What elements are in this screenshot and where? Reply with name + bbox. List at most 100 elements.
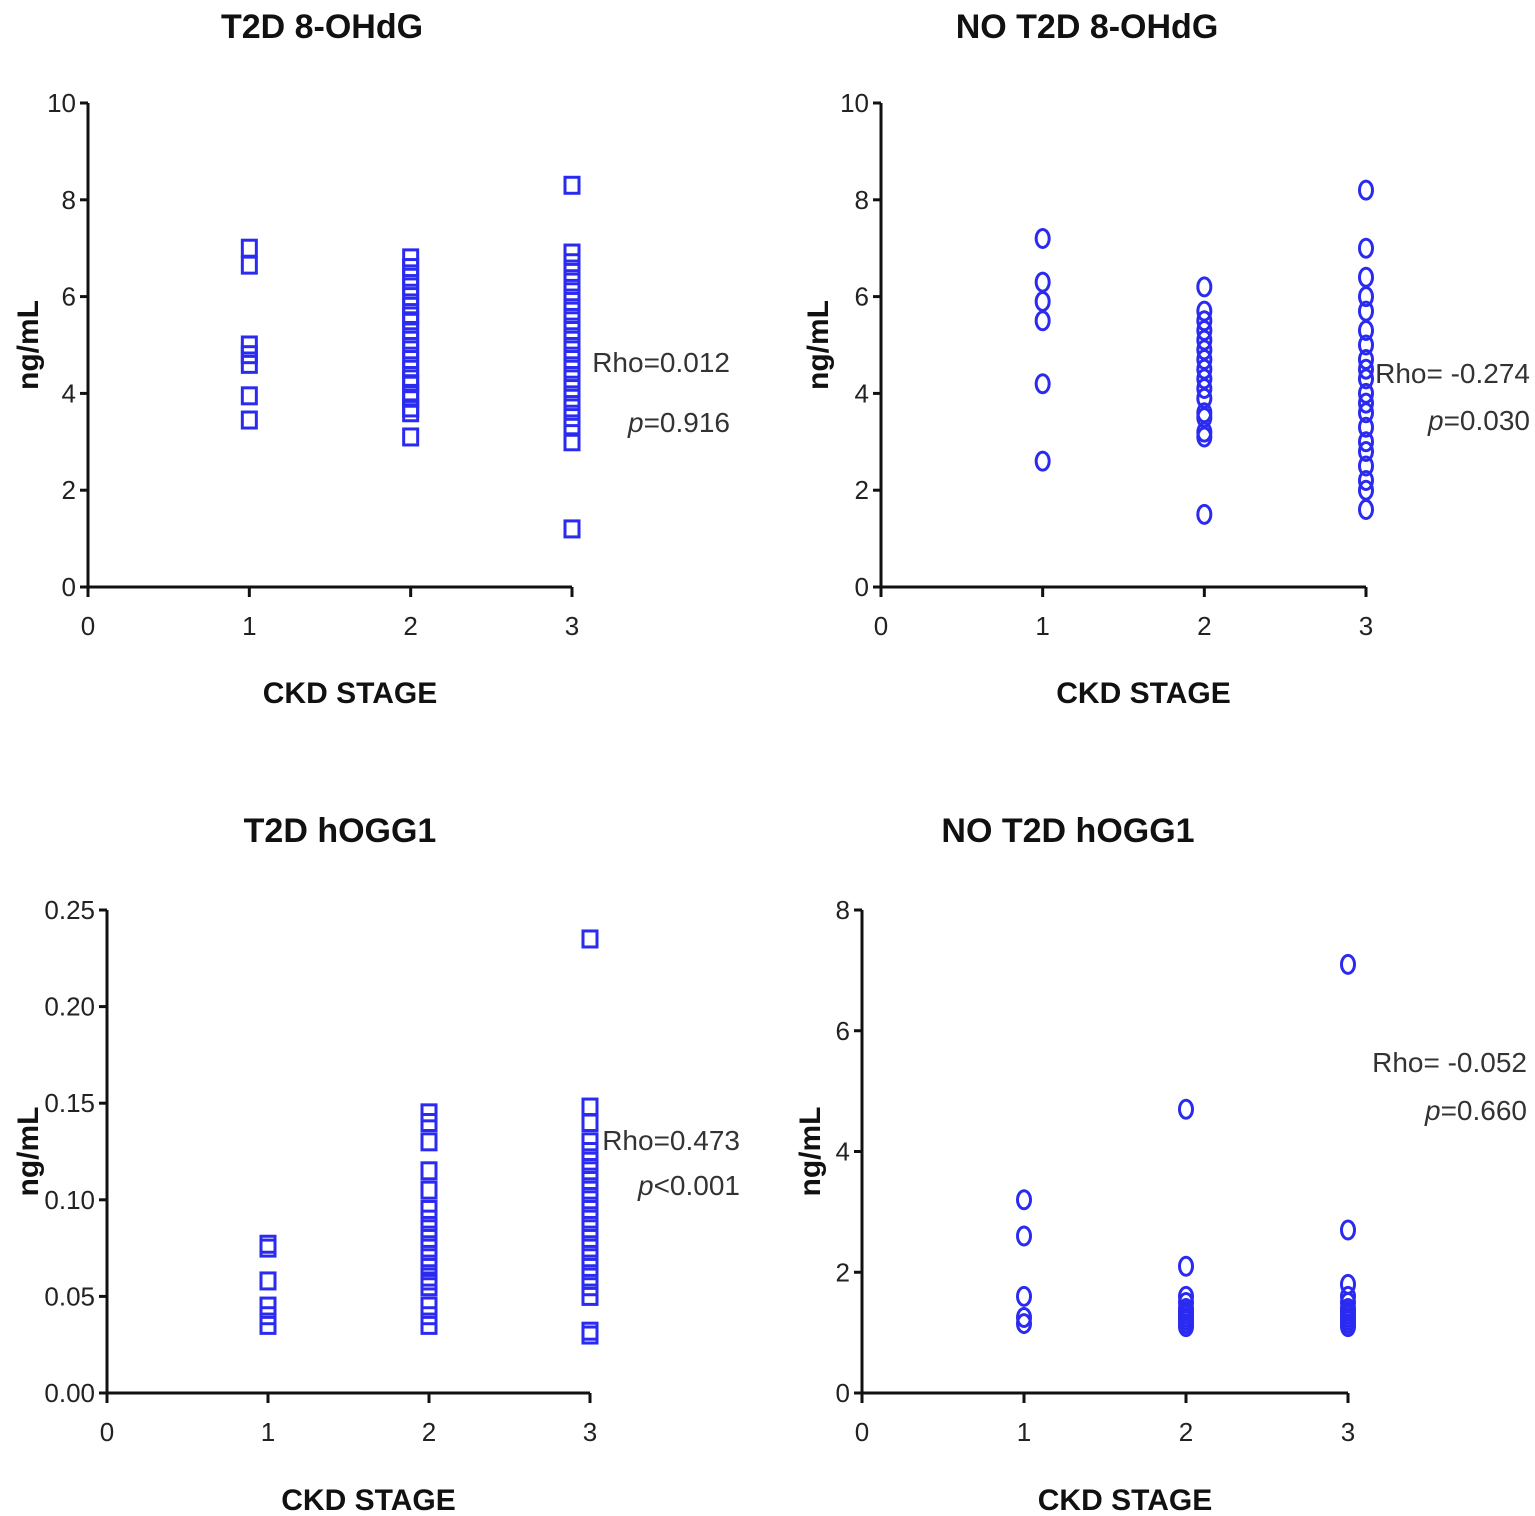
x-tick-label: 0 (100, 1417, 114, 1447)
x-tick-label: 3 (565, 611, 579, 641)
data-point (563, 359, 581, 379)
data-point (563, 291, 581, 311)
data-point (1016, 1189, 1032, 1211)
data-point (581, 1151, 599, 1171)
data-point (420, 1315, 438, 1335)
data-point (563, 519, 581, 539)
data-point (1358, 392, 1374, 414)
data-point (1034, 290, 1051, 312)
data-point (1340, 1316, 1356, 1338)
data-point (420, 1306, 438, 1326)
data-point (581, 1257, 599, 1277)
data-point (420, 1257, 438, 1277)
data-point (240, 238, 258, 258)
data-point (240, 255, 258, 275)
x-tick-label: 0 (855, 1417, 869, 1447)
data-point (1358, 334, 1374, 356)
x-tick-label: 1 (242, 611, 256, 641)
p-symbol: p (1427, 405, 1444, 436)
data-point (420, 1180, 438, 1200)
data-point (420, 1113, 438, 1133)
data-point (563, 350, 581, 370)
data-point (1340, 1219, 1356, 1241)
data-point (581, 1248, 599, 1268)
data-point (1358, 402, 1374, 424)
data-point (1358, 455, 1374, 477)
data-point (563, 272, 581, 292)
data-point (1358, 499, 1374, 521)
chart-panel-3: T2D hOGG1 CKD STAGE ng/mL 0.00 0.05 0.10 0.15 0… (12, 812, 740, 1516)
chart-title: NO T2D hOGG1 (941, 812, 1194, 850)
data-point (402, 258, 420, 278)
data-point (420, 1228, 438, 1248)
y-tick-label: 8 (855, 185, 869, 215)
chart-title: T2D hOGG1 (244, 812, 437, 850)
data-point (581, 929, 599, 949)
data-point (1358, 266, 1374, 288)
data-point (581, 1267, 599, 1287)
chart-panel-4: NO T2D hOGG1 CKD STAGE ng/mL 0 2 4 6 8 0 1 2 3 Rho= … (794, 812, 1527, 1516)
data-point (402, 320, 420, 340)
data-point (420, 1209, 438, 1229)
p-value: =0.030 (1444, 405, 1530, 436)
data-point (402, 287, 420, 307)
data-point (402, 350, 420, 370)
data-point (402, 311, 420, 331)
y-tick-label: 6 (62, 282, 76, 312)
data-point (1016, 1313, 1032, 1335)
x-tick-label: 0 (874, 611, 888, 641)
p-symbol: p (627, 407, 644, 438)
data-point (402, 330, 420, 350)
data-point (563, 432, 581, 452)
data-point (1178, 1098, 1194, 1120)
p-symbol: p (637, 1170, 654, 1201)
data-point (1034, 373, 1051, 395)
data-point (581, 1228, 599, 1248)
x-axis-label: CKD STAGE (263, 677, 437, 710)
data-point (240, 386, 258, 406)
rho-annotation: Rho=0.473 (602, 1125, 740, 1156)
y-axis-label: ng/mL (12, 1107, 45, 1197)
x-tick-label: 1 (261, 1417, 275, 1447)
p-value: =0.660 (1441, 1095, 1527, 1126)
chart-panel-2: NO T2D 8-OHdG CKD STAGE ng/mL 0 2 4 6 8 10 0 1 2 3 Rh… (802, 8, 1530, 710)
y-tick-label: 8 (836, 895, 850, 925)
data-point (563, 330, 581, 350)
x-tick-label: 2 (422, 1417, 436, 1447)
data-point (581, 1097, 599, 1117)
y-tick-label: 0.20 (44, 992, 95, 1022)
data-point (240, 410, 258, 430)
data-point (563, 388, 581, 408)
y-tick-label: 4 (62, 378, 76, 408)
x-tick-label: 3 (1341, 1417, 1355, 1447)
x-axis-label: CKD STAGE (1056, 677, 1230, 710)
data-point (1196, 378, 1213, 400)
p-value: <0.001 (654, 1170, 740, 1201)
chart-title: T2D 8-OHdG (221, 8, 423, 46)
data-point (420, 1199, 438, 1219)
x-tick-label: 3 (583, 1417, 597, 1447)
y-tick-label: 0.05 (44, 1281, 95, 1311)
y-tick-label: 0 (855, 572, 869, 602)
data-point (259, 1296, 277, 1316)
x-tick-label: 1 (1017, 1417, 1031, 1447)
data-point (563, 408, 581, 428)
y-tick-label: 10 (840, 88, 869, 118)
y-tick-label: 10 (47, 88, 76, 118)
rho-annotation: Rho=0.012 (592, 347, 730, 378)
data-point (420, 1248, 438, 1268)
y-tick-label: 6 (836, 1016, 850, 1046)
y-axis-label: ng/mL (12, 300, 45, 390)
data-point (259, 1238, 277, 1258)
y-tick-label: 6 (855, 282, 869, 312)
data-point (563, 311, 581, 331)
data-point (1016, 1225, 1032, 1247)
data-point (420, 1277, 438, 1297)
x-axis-label: CKD STAGE (281, 1484, 455, 1516)
data-point (563, 243, 581, 263)
data-point (581, 1199, 599, 1219)
chart-title: NO T2D 8-OHdG (956, 8, 1219, 46)
x-tick-label: 2 (1179, 1417, 1193, 1447)
x-tick-label: 3 (1359, 611, 1373, 641)
